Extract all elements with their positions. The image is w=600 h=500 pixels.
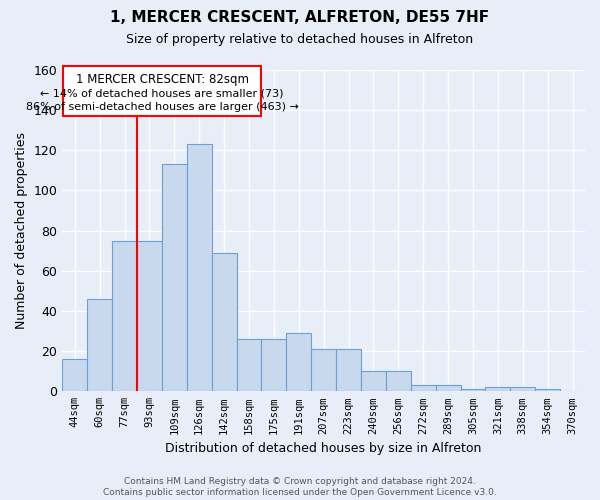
Text: Size of property relative to detached houses in Alfreton: Size of property relative to detached ho… — [127, 32, 473, 46]
Bar — [112, 240, 137, 392]
Text: 86% of semi-detached houses are larger (463) →: 86% of semi-detached houses are larger (… — [26, 102, 299, 112]
Bar — [63, 66, 262, 116]
Text: 1, MERCER CRESCENT, ALFRETON, DE55 7HF: 1, MERCER CRESCENT, ALFRETON, DE55 7HF — [110, 10, 490, 25]
Bar — [236, 339, 262, 392]
Bar — [485, 388, 511, 392]
Bar — [535, 390, 560, 392]
Text: Contains public sector information licensed under the Open Government Licence v3: Contains public sector information licen… — [103, 488, 497, 497]
Text: 1 MERCER CRESCENT: 82sqm: 1 MERCER CRESCENT: 82sqm — [76, 73, 248, 86]
Bar — [461, 390, 485, 392]
Bar — [286, 333, 311, 392]
Bar — [137, 240, 162, 392]
Bar — [311, 349, 336, 392]
Bar — [511, 388, 535, 392]
Text: Contains HM Land Registry data © Crown copyright and database right 2024.: Contains HM Land Registry data © Crown c… — [124, 477, 476, 486]
Bar — [411, 386, 436, 392]
Bar — [262, 339, 286, 392]
Text: ← 14% of detached houses are smaller (73): ← 14% of detached houses are smaller (73… — [40, 88, 284, 98]
Bar — [162, 164, 187, 392]
Bar — [336, 349, 361, 392]
Bar — [212, 252, 236, 392]
Bar — [62, 359, 87, 392]
Bar — [187, 144, 212, 392]
Bar — [436, 386, 461, 392]
Y-axis label: Number of detached properties: Number of detached properties — [15, 132, 28, 329]
Bar — [386, 371, 411, 392]
Bar — [361, 371, 386, 392]
Bar — [87, 299, 112, 392]
X-axis label: Distribution of detached houses by size in Alfreton: Distribution of detached houses by size … — [166, 442, 482, 455]
